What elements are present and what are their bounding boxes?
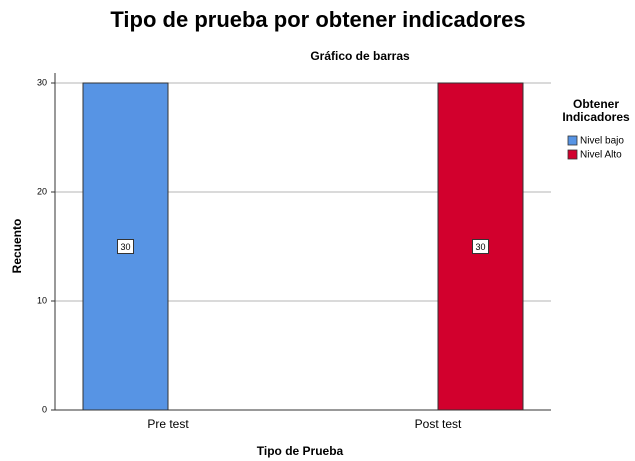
value-label-box: [117, 239, 134, 254]
legend-swatch: [567, 149, 578, 160]
legend-label: Nivel bajo: [580, 136, 624, 147]
y-tick-label: 30: [37, 77, 47, 87]
x-tick-label: Pre test: [147, 417, 189, 431]
value-label: 30: [475, 242, 485, 252]
x-tick-label: Post test: [415, 417, 462, 431]
y-tick-label: 20: [37, 186, 47, 196]
chart-subtitle: Gráfico de barras: [310, 49, 410, 63]
legend-swatch: [567, 135, 578, 146]
value-label: 30: [120, 242, 130, 252]
value-label-box: [472, 239, 489, 254]
legend-label: Nivel Alto: [580, 150, 622, 161]
y-axis-label: Recuento: [10, 219, 24, 274]
y-tick-label: 10: [37, 295, 47, 305]
y-tick-label: 0: [42, 404, 47, 414]
x-axis-label: Tipo de Prueba: [257, 444, 344, 458]
legend-title: Obtener Indicadores: [562, 97, 630, 124]
chart-title: Tipo de prueba por obtener indicadores: [110, 7, 525, 32]
